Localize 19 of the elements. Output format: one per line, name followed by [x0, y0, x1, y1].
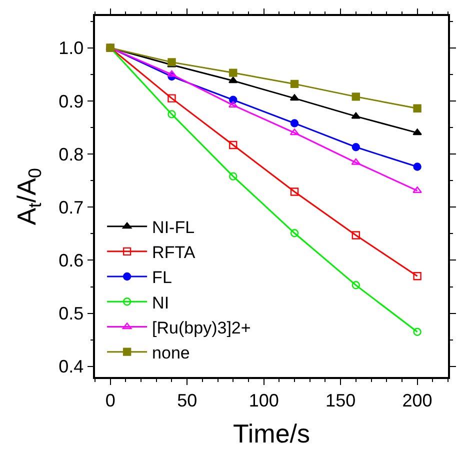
legend-label: none: [152, 343, 190, 362]
legend-label: FL: [152, 268, 172, 288]
y-tick-label: 0.4: [58, 356, 84, 377]
legend-label: NI-FL: [152, 218, 195, 237]
legend-label: RFTA: [152, 243, 196, 262]
y-tick-label: 0.9: [58, 91, 84, 112]
legend-label: [Ru(bpy)3]2+: [152, 318, 251, 338]
y-tick-label: 1.0: [58, 38, 84, 58]
x-tick-label: 150: [326, 390, 356, 410]
x-tick-label: 100: [248, 390, 279, 410]
legend-label: NI: [152, 293, 170, 312]
y-tick-label: 0.8: [58, 144, 84, 164]
y-tick-label: 0.6: [58, 250, 84, 271]
x-tick-label: 0: [105, 390, 116, 410]
x-tick-label: 200: [402, 390, 432, 410]
y-tick-label: 0.5: [58, 304, 84, 324]
x-tick-label: 50: [177, 390, 198, 410]
x-axis-title: Time/s: [232, 418, 310, 449]
y-tick-label: 0.7: [58, 197, 84, 218]
